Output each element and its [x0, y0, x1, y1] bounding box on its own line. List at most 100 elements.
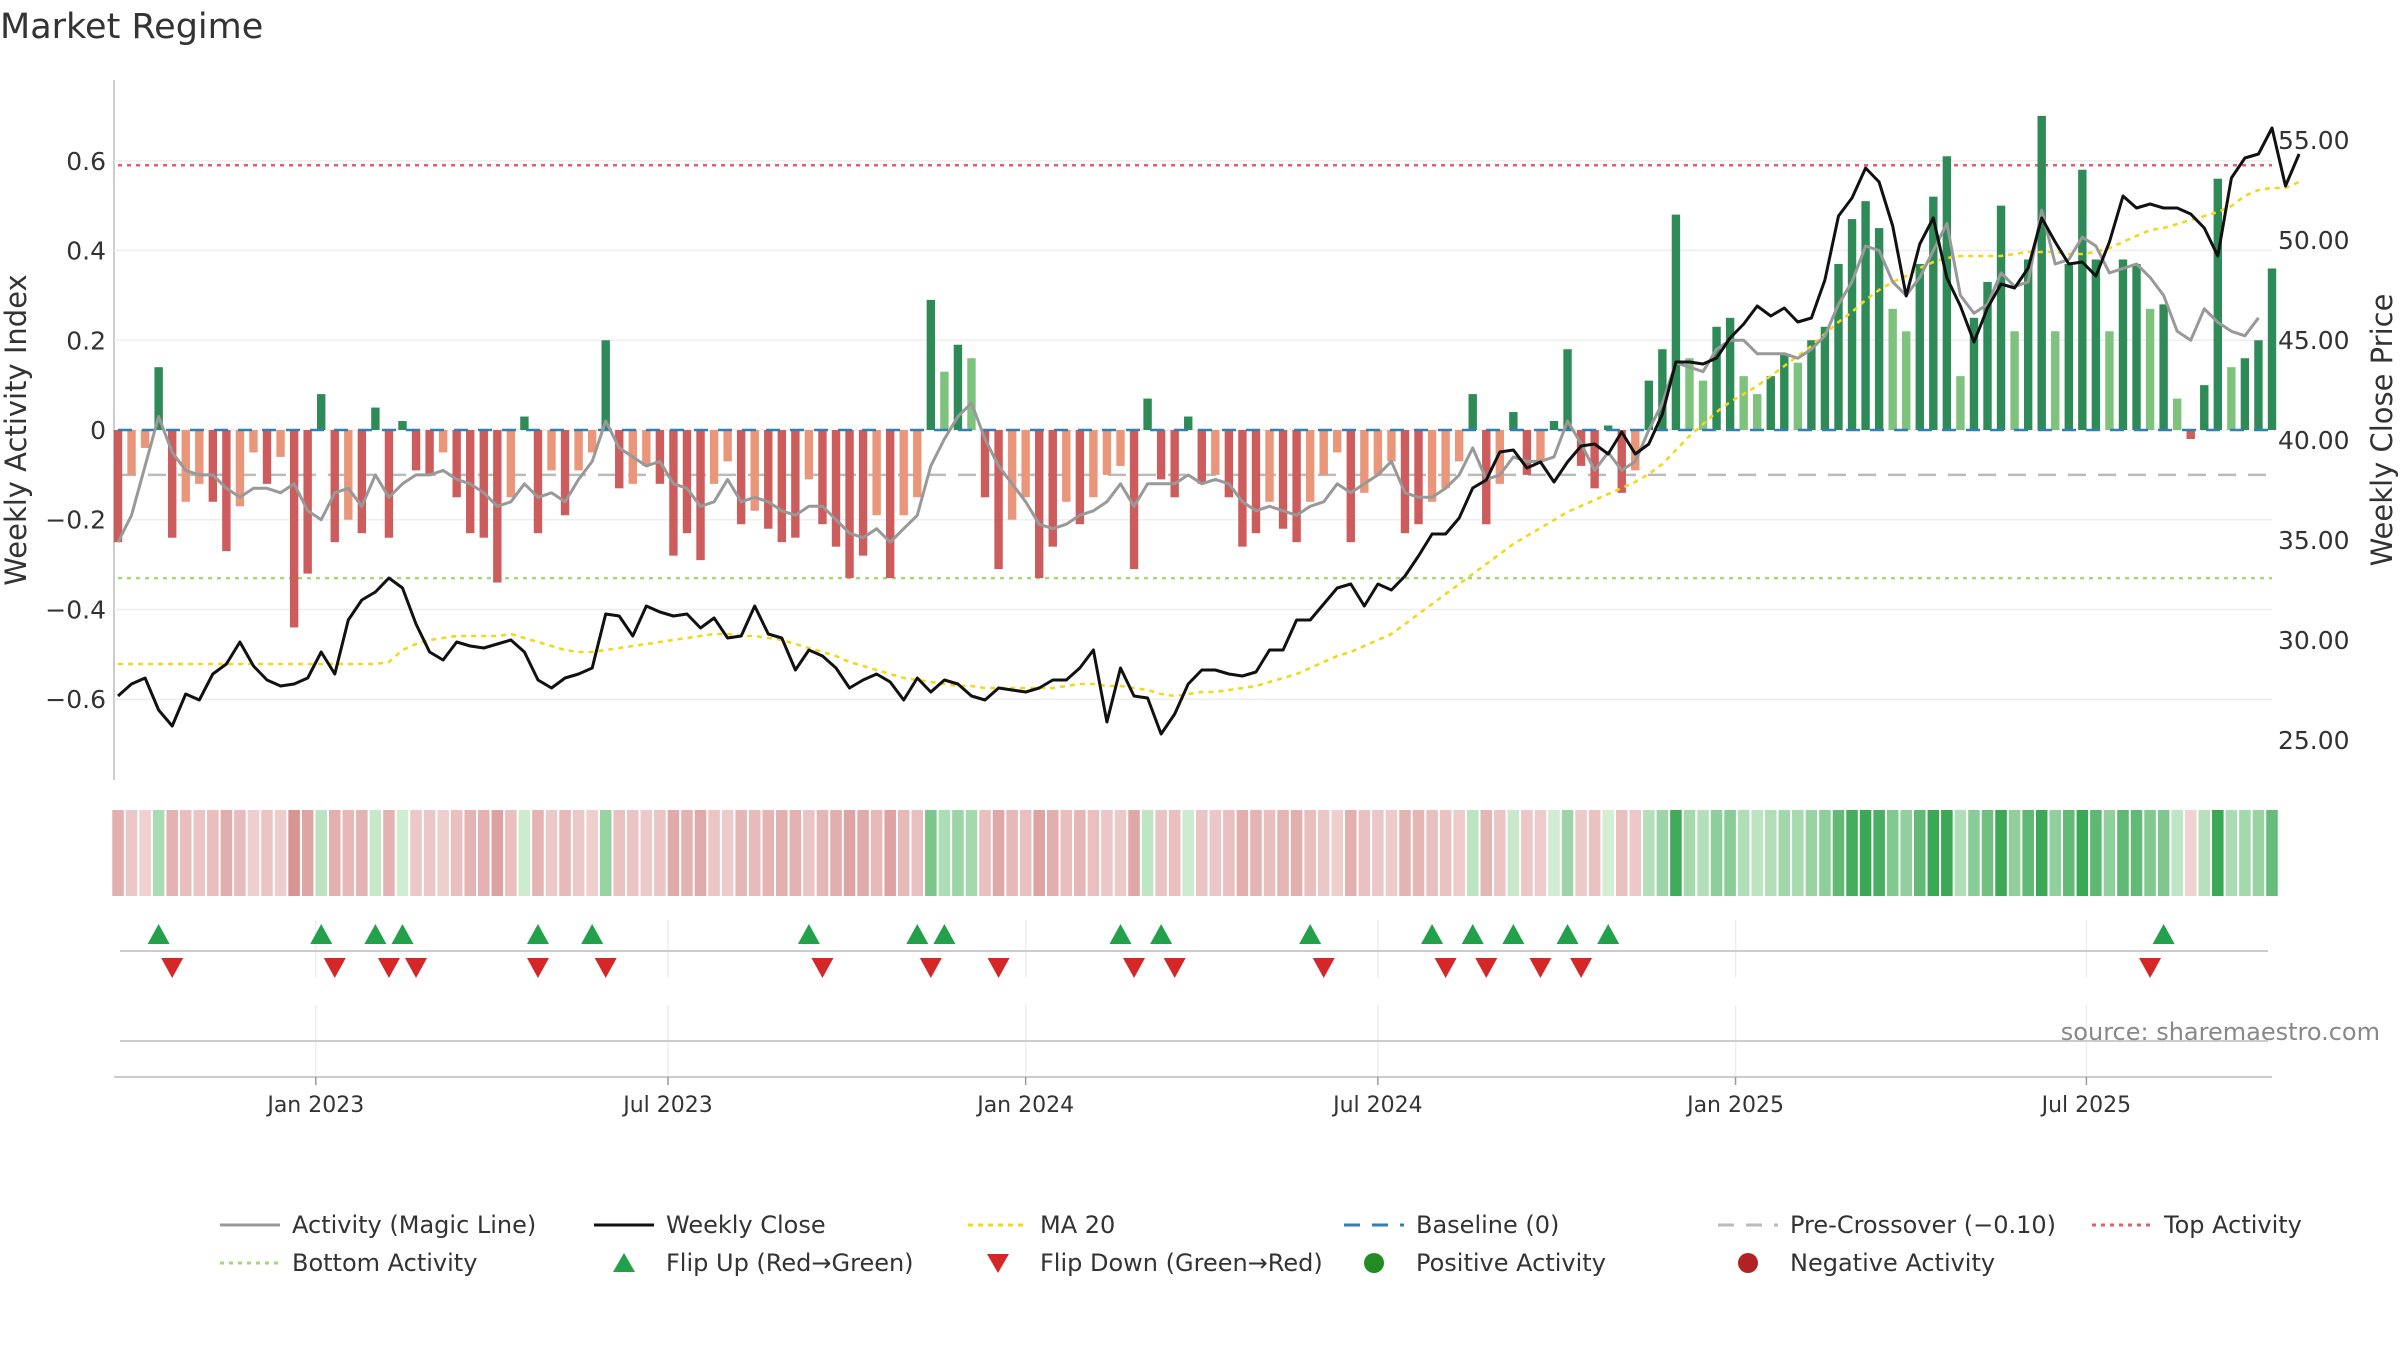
activity-bar — [1021, 430, 1030, 498]
heat-cell — [857, 810, 869, 896]
activity-bar — [831, 430, 841, 547]
activity-bar — [1522, 430, 1532, 475]
activity-bar — [642, 430, 651, 466]
heat-cell — [1954, 810, 1967, 896]
activity-bar — [560, 430, 570, 516]
activity-bar — [1820, 326, 1830, 430]
activity-price-panel: 0.6 0.4 0.2 0 −0.2 −0.4 −0.6 55.00 50.00 45.00 40.… — [45, 80, 2350, 780]
activity-bar — [1536, 430, 1545, 462]
y-tick-left-label: −0.2 — [45, 506, 106, 535]
heat-cell — [1250, 810, 1262, 896]
heat-cell — [1345, 810, 1357, 896]
heat-cell — [315, 810, 327, 896]
legend-label: Bottom Activity — [292, 1249, 477, 1277]
activity-bar — [926, 299, 936, 430]
heat-cell — [1656, 810, 1669, 896]
heat-cell — [1019, 810, 1032, 896]
flip-down-marker — [1475, 958, 1498, 978]
activity-bar — [140, 430, 150, 448]
heat-cell — [328, 810, 341, 896]
heat-cell — [1927, 810, 1940, 896]
activity-bar — [520, 416, 529, 430]
activity-bar — [1644, 380, 1654, 430]
flip-up-marker — [1461, 924, 1484, 944]
activity-bar — [2213, 178, 2223, 430]
activity-bar — [1495, 430, 1505, 484]
legend-label: Positive Activity — [1416, 1249, 1606, 1277]
activity-bar — [1861, 201, 1870, 430]
heat-cell — [586, 810, 598, 896]
y-tick-right-label: 50.00 — [2278, 226, 2350, 255]
heat-cell — [207, 810, 219, 896]
activity-bar — [127, 430, 136, 475]
flip-up-marker — [310, 924, 333, 944]
activity-bar — [750, 430, 759, 511]
activity-bar — [452, 430, 461, 498]
activity-bar — [1807, 340, 1816, 430]
activity-bar — [1509, 412, 1518, 430]
legend-label: Activity (Magic Line) — [292, 1211, 536, 1239]
heat-cell — [1046, 810, 1059, 896]
activity-bar — [1278, 430, 1288, 529]
heat-cell — [396, 810, 409, 896]
heat-cell — [1277, 810, 1289, 896]
heat-cell — [1453, 810, 1465, 896]
activity-bar — [1211, 430, 1220, 475]
y-tick-right-label: 25.00 — [2278, 726, 2350, 755]
heat-cell — [1521, 810, 1533, 896]
flip-down-marker — [161, 958, 184, 978]
legend-swatch — [1738, 1253, 1758, 1273]
heat-cell — [274, 810, 287, 896]
heat-cell — [925, 810, 937, 896]
heat-cell — [1629, 810, 1642, 896]
heat-cell — [410, 810, 422, 896]
heat-cell — [681, 810, 693, 896]
heat-cell — [1859, 810, 1872, 896]
y-tick-left-label: 0.2 — [66, 326, 106, 355]
flip-up-marker — [1421, 924, 1444, 944]
activity-bar — [1454, 430, 1464, 462]
heat-cell — [1385, 810, 1398, 896]
heat-cell — [2008, 810, 2021, 896]
flip-up-marker — [391, 924, 414, 944]
magic-line — [116, 208, 2260, 544]
activity-bar — [1427, 430, 1437, 502]
activity-bar — [371, 407, 380, 430]
heat-cell — [1670, 810, 1682, 896]
legend-item-flipdown: Flip Down (Green→Red) — [987, 1249, 1323, 1277]
heat-cell — [1968, 810, 1980, 896]
heat-cell — [2063, 810, 2075, 896]
activity-bar — [1129, 430, 1139, 570]
legend-label: Flip Down (Green→Red) — [1040, 1249, 1323, 1277]
flip-down-marker — [594, 958, 617, 978]
activity-bar — [2132, 263, 2141, 430]
y-tick-right-label: 30.00 — [2278, 626, 2350, 655]
heat-cell — [1060, 810, 1073, 896]
legend-item-precross: Pre-Crossover (−0.10) — [1718, 1211, 2056, 1239]
activity-bar — [791, 430, 800, 538]
heat-cell — [1710, 810, 1723, 896]
legend-label: Negative Activity — [1790, 1249, 1995, 1277]
heat-cell — [1534, 810, 1547, 896]
activity-bar — [709, 430, 719, 484]
flip-up-marker — [1597, 924, 1620, 944]
activity-bar — [466, 430, 475, 534]
y-axis-left-label: Weekly Activity Index — [0, 274, 33, 585]
heat-cell — [1466, 810, 1479, 896]
activity-bar — [222, 430, 231, 552]
heat-cell — [1615, 810, 1628, 896]
heat-cell — [803, 810, 815, 896]
heat-cell — [1900, 810, 1912, 896]
legend-swatch — [613, 1253, 635, 1272]
activity-bar — [1685, 358, 1694, 430]
activity-bar — [1549, 421, 1559, 430]
heat-cell — [112, 810, 124, 896]
activity-bar — [1400, 430, 1410, 534]
flip-up-marker — [1502, 924, 1525, 944]
heat-cell — [1873, 810, 1885, 896]
activity-bar — [669, 430, 678, 556]
activity-bar — [1143, 398, 1152, 430]
heat-cell — [2184, 810, 2197, 896]
heat-cell — [2239, 810, 2251, 896]
